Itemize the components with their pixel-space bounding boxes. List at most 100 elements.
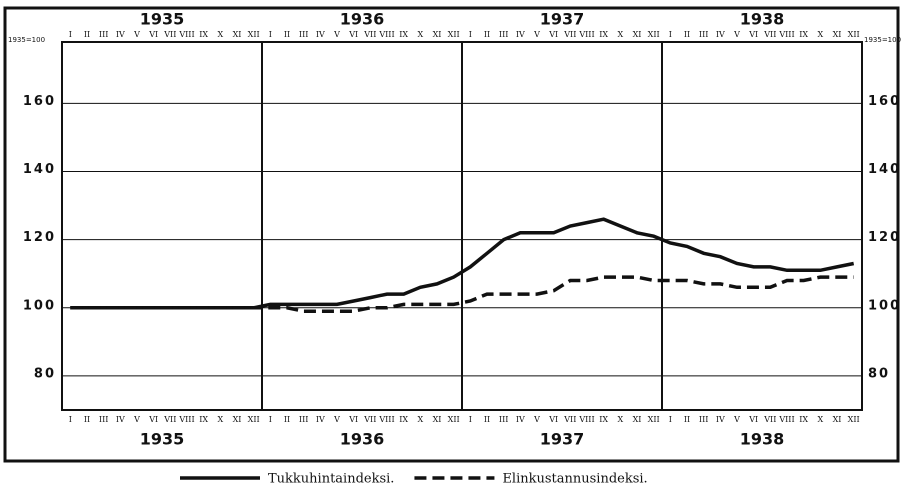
month-label: VIII <box>578 415 594 424</box>
month-label: II <box>484 415 490 424</box>
month-label: IX <box>199 30 208 39</box>
year-label: 1938 <box>740 10 785 29</box>
month-label: IV <box>716 415 725 424</box>
month-label: III <box>99 30 108 39</box>
month-label: IV <box>716 30 725 39</box>
month-label: XII <box>648 415 660 424</box>
y-tick-label: 100 <box>868 298 901 313</box>
month-label: I <box>469 415 472 424</box>
axis-label: 1935=100 <box>8 36 45 44</box>
month-label: VIII <box>778 415 794 424</box>
year-label: 1936 <box>340 10 385 29</box>
month-label: II <box>84 415 90 424</box>
month-label: X <box>217 415 223 424</box>
year-label: 1936 <box>340 430 385 449</box>
month-label: XI <box>833 415 842 424</box>
year-label: 1937 <box>540 10 585 29</box>
month-label: VIII <box>378 415 394 424</box>
month-label: I <box>69 30 72 39</box>
month-label: IX <box>399 30 408 39</box>
y-tick-label: 120 <box>23 230 56 245</box>
month-label: XII <box>848 30 860 39</box>
month-label: XI <box>433 30 442 39</box>
month-label: X <box>217 30 223 39</box>
month-label: VI <box>548 415 558 424</box>
y-tick-label: 140 <box>23 162 56 177</box>
month-label: II <box>84 30 90 39</box>
frame <box>3 6 900 463</box>
month-label: I <box>469 30 472 39</box>
year-label: 1935 <box>140 10 185 29</box>
year-label: 1935 <box>140 430 185 449</box>
month-label: VI <box>348 415 358 424</box>
month-label: IX <box>399 415 408 424</box>
month-label: VI <box>148 415 158 424</box>
month-label: VI <box>548 30 558 39</box>
month-label: V <box>733 30 740 39</box>
month-label: XII <box>848 415 860 424</box>
month-label: II <box>484 30 490 39</box>
series-line <box>70 275 854 313</box>
month-label: XII <box>248 30 260 39</box>
year-label: 1938 <box>740 430 785 449</box>
month-label: I <box>69 415 72 424</box>
month-label: I <box>669 415 672 424</box>
month-label: VI <box>348 30 358 39</box>
month-label: XI <box>633 415 642 424</box>
y-tick-label: 160 <box>868 94 901 109</box>
month-label: VIII <box>178 415 194 424</box>
month-label: XI <box>833 30 842 39</box>
month-label: IX <box>199 415 208 424</box>
month-label: VII <box>563 415 576 424</box>
month-label: VIII <box>378 30 394 39</box>
month-label: VI <box>148 30 158 39</box>
month-label: V <box>133 30 140 39</box>
legend-label: Elinkustannusindeksi. <box>502 472 647 487</box>
month-label: VII <box>363 415 376 424</box>
month-label: XI <box>233 415 242 424</box>
month-label: III <box>499 30 508 39</box>
month-label: X <box>417 415 423 424</box>
month-label: X <box>617 30 623 39</box>
month-label: III <box>699 30 708 39</box>
month-label: V <box>533 30 540 39</box>
month-label: IX <box>599 415 608 424</box>
month-label: X <box>417 30 423 39</box>
month-label: I <box>669 30 672 39</box>
month-label: V <box>733 415 740 424</box>
month-label: XII <box>648 30 660 39</box>
month-label: XI <box>633 30 642 39</box>
month-label: IV <box>516 415 525 424</box>
month-label: II <box>284 415 290 424</box>
month-label: XII <box>448 415 460 424</box>
month-label: IV <box>316 415 325 424</box>
month-label: VII <box>363 30 376 39</box>
legend-label: Tukkuhintaindeksi. <box>268 472 394 487</box>
month-label: IX <box>799 30 808 39</box>
month-label: VIII <box>778 30 794 39</box>
month-label: VII <box>563 30 576 39</box>
month-label: IV <box>516 30 525 39</box>
month-label: V <box>333 415 340 424</box>
month-label: X <box>617 415 623 424</box>
month-label: V <box>333 30 340 39</box>
month-label: XI <box>233 30 242 39</box>
y-tick-label: 100 <box>23 298 56 313</box>
month-label: XI <box>433 415 442 424</box>
month-label: II <box>284 30 290 39</box>
month-label: VI <box>748 30 758 39</box>
y-tick-label: 160 <box>23 94 56 109</box>
y-tick-label: 80 <box>868 366 890 381</box>
axis-label: 1935=100 <box>864 36 901 44</box>
year-label: 1937 <box>540 430 585 449</box>
month-label: VII <box>763 415 776 424</box>
month-label: IV <box>116 30 125 39</box>
month-label: X <box>817 30 823 39</box>
month-label: I <box>269 415 272 424</box>
month-label: XII <box>448 30 460 39</box>
month-label: VII <box>763 30 776 39</box>
month-label: II <box>684 415 690 424</box>
month-label: X <box>817 415 823 424</box>
month-label: III <box>699 415 708 424</box>
y-tick-label: 140 <box>868 162 901 177</box>
